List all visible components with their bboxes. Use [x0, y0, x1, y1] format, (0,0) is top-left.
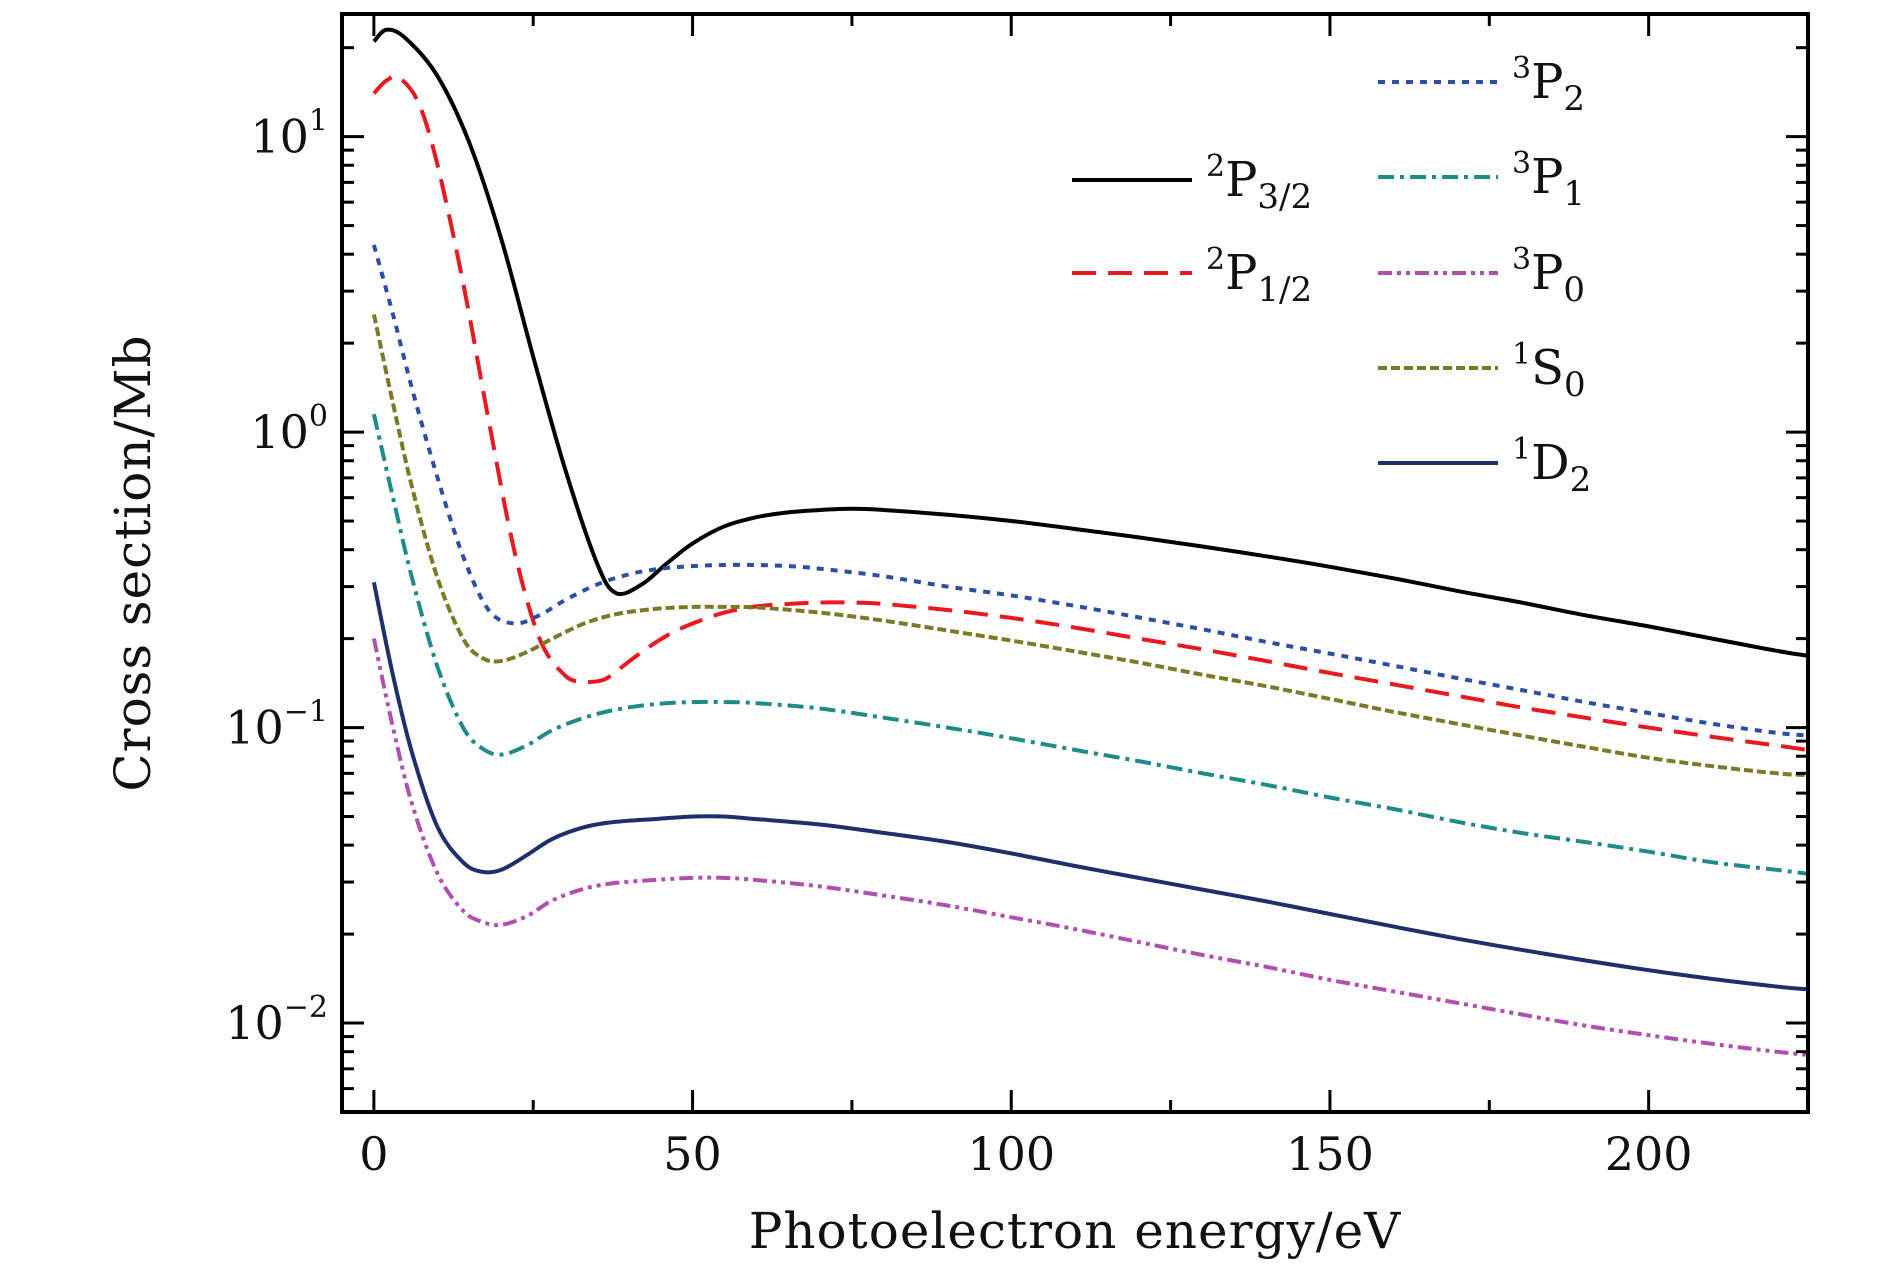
legend-entry-3P2: 3P2 — [1378, 51, 1585, 119]
legend-label: 3P0 — [1512, 242, 1585, 310]
legend-label: 2P3/2 — [1206, 149, 1312, 217]
series-line-2P3/2 — [372, 27, 1808, 658]
legend-label: 1S0 — [1512, 337, 1586, 405]
legend-label: 3P1 — [1512, 146, 1585, 214]
legend-entry-3P1: 3P1 — [1378, 146, 1585, 214]
legend-entry-1S0: 1S0 — [1378, 337, 1586, 405]
legend-entry-2P1/2: 2P1/2 — [1072, 242, 1312, 310]
series-line-3P2 — [371, 244, 1808, 738]
axes-layer: 0 50 100 150 200 10−2 10−1 100 101 Photoelectron … — [104, 12, 1810, 1260]
x-tick-label: 150 — [1286, 1127, 1374, 1181]
legend-label: 1D2 — [1512, 432, 1591, 500]
y-tick-label: 100 — [250, 399, 328, 459]
y-tick-label: 10−1 — [225, 695, 328, 755]
series-line-3P1 — [371, 413, 1808, 876]
y-axis-title: Cross section/Mb — [104, 334, 162, 791]
series-line-1S0 — [371, 314, 1808, 778]
legend-entry-2P3/2: 2P3/2 — [1072, 149, 1312, 217]
series-line-2P1/2 — [372, 74, 1808, 752]
x-tick-label: 0 — [359, 1127, 388, 1181]
legend-entry-1D2: 1D2 — [1378, 432, 1591, 500]
x-tick-label: 200 — [1605, 1127, 1693, 1181]
y-tick-label: 10−2 — [225, 990, 328, 1050]
x-axis-title: Photoelectron energy/eV — [749, 1202, 1402, 1260]
y-tick-label: 101 — [250, 104, 328, 164]
legend-label: 2P1/2 — [1206, 242, 1312, 310]
legend-entry-3P0: 3P0 — [1378, 242, 1585, 310]
series-line-1D2 — [371, 581, 1808, 992]
series-line-3P0 — [371, 638, 1808, 1057]
x-tick-label: 50 — [663, 1127, 722, 1181]
legend-label: 3P2 — [1512, 51, 1585, 119]
x-tick-label: 100 — [967, 1127, 1055, 1181]
series-layer — [371, 27, 1808, 1057]
legend: 2P3/2 2P1/2 3P2 3P1 3P0 1S0 1D2 — [1072, 51, 1591, 500]
plot-frame — [340, 12, 1810, 1114]
